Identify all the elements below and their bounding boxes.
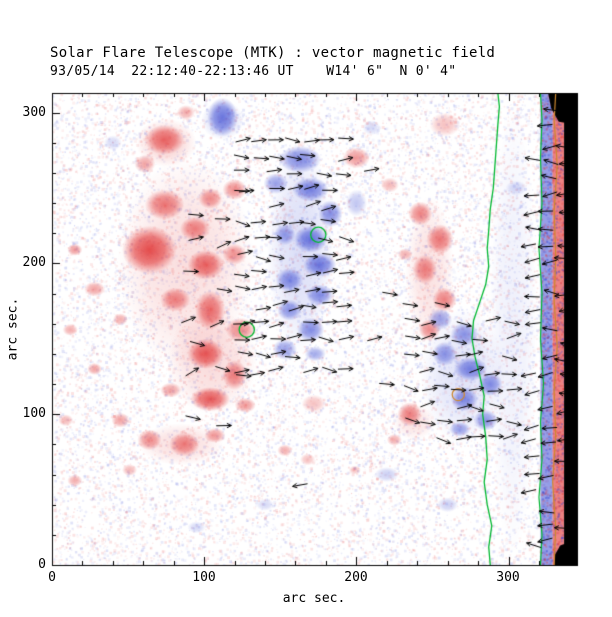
x-tick-label-0: 0 bbox=[48, 570, 56, 585]
y-tick-label-100: 100 bbox=[22, 406, 46, 421]
y-tick-label-200: 200 bbox=[22, 255, 46, 270]
plot-title: Solar Flare Telescope (MTK) : vector mag… bbox=[50, 45, 496, 61]
y-tick-label-300: 300 bbox=[22, 105, 46, 120]
x-tick-label-100: 100 bbox=[192, 570, 216, 585]
x-tick-label-200: 200 bbox=[344, 570, 368, 585]
x-axis-label: arc sec. bbox=[282, 591, 346, 606]
x-tick-label-300: 300 bbox=[496, 570, 520, 585]
plot-subtitle: 93/05/14 22:12:40-22:13:46 UT W14' 6" N … bbox=[50, 64, 457, 79]
y-axis-label: arc sec. bbox=[5, 297, 21, 361]
y-tick-label-0: 0 bbox=[38, 557, 46, 572]
